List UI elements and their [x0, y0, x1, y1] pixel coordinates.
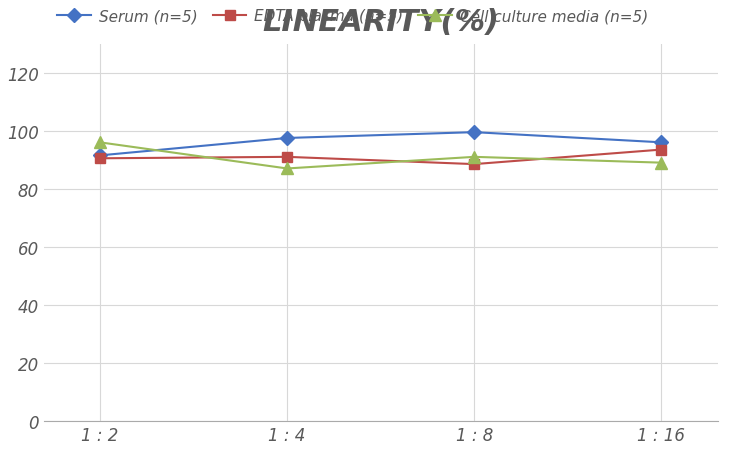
Title: LINEARITY(%): LINEARITY(%): [262, 8, 499, 37]
Cell culture media (n=5): [657, 161, 666, 166]
Legend: Serum (n=5), EDTA plasma (n=5), Cell culture media (n=5): Serum (n=5), EDTA plasma (n=5), Cell cul…: [51, 3, 654, 30]
Line: Serum (n=5): Serum (n=5): [95, 128, 666, 161]
EDTA plasma (n=5): [657, 147, 666, 153]
Serum (n=5): [96, 153, 105, 159]
Serum (n=5): [657, 140, 666, 146]
EDTA plasma (n=5): [96, 156, 105, 161]
Cell culture media (n=5): [96, 140, 105, 146]
Cell culture media (n=5): [470, 155, 479, 160]
EDTA plasma (n=5): [283, 155, 292, 160]
EDTA plasma (n=5): [470, 162, 479, 167]
Line: Cell culture media (n=5): Cell culture media (n=5): [94, 138, 667, 175]
Line: EDTA plasma (n=5): EDTA plasma (n=5): [95, 145, 666, 170]
Serum (n=5): [470, 130, 479, 136]
Serum (n=5): [283, 136, 292, 141]
Cell culture media (n=5): [283, 166, 292, 172]
